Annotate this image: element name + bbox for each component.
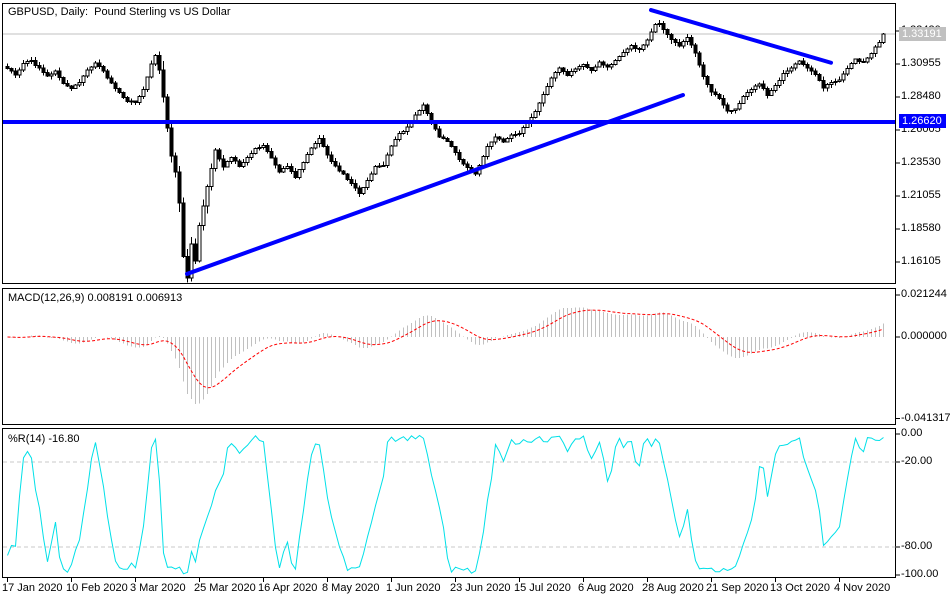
chart-title: GBPUSD, Daily: Pound Sterling vs US Doll… [8,6,231,18]
wpr-line [7,434,884,575]
price-tick-label: 1.28480 [901,90,941,102]
price-tick-label: 1.23530 [901,156,941,168]
time-tick-label: 13 Oct 2020 [770,582,830,594]
wpr-tick-label: -80.00 [901,539,933,552]
bid-price-tag: 1.33191 [899,27,946,41]
wpr-tick-label: -20.00 [901,455,933,468]
wpr-tick-label: 0.00 [901,427,923,439]
time-tick-label: 15 Jul 2020 [514,582,571,594]
price-tick-label: 1.21055 [901,189,941,201]
descending-resistance-trendline[interactable] [649,8,833,65]
time-tick-label: 25 Mar 2020 [194,582,256,594]
macd-tick-label: 0.021244 [901,288,947,300]
time-tick-label: 1 Jun 2020 [386,582,441,594]
macd-histogram [11,307,884,405]
main-chart-canvas[interactable] [2,3,901,284]
macd-tick-label: 0.000000 [901,330,947,342]
wpr-label: %R(14) -16.80 [8,433,80,445]
price-tick-label: 1.18580 [901,222,941,234]
time-tick-label: 28 Aug 2020 [642,582,704,594]
macd-signal-line [7,309,884,389]
price-tick-label: 1.16105 [901,255,941,267]
time-tick-label: 21 Sep 2020 [706,582,769,594]
time-tick-label: 6 Aug 2020 [578,582,634,594]
ascending-support-trendline[interactable] [185,93,685,276]
hline-price-tag: 1.26620 [899,114,946,128]
time-tick-label: 23 Jun 2020 [450,582,511,594]
time-tick-label: 3 Mar 2020 [130,582,186,594]
price-tick-label: 1.30955 [901,57,941,69]
candlestick-series [5,19,886,283]
wpr-tick-label: -100.00 [901,568,939,580]
time-tick-label: 10 Feb 2020 [66,582,128,594]
time-tick-label: 8 May 2020 [322,582,380,594]
time-tick-label: 4 Nov 2020 [834,582,891,594]
time-tick-label: 17 Jan 2020 [2,582,63,594]
macd-label: MACD(12,26,9) 0.008191 0.006913 [8,292,183,304]
wpr-panel-canvas[interactable] [2,428,901,583]
macd-panel-canvas[interactable] [2,288,901,425]
time-tick-label: 16 Apr 2020 [258,582,318,594]
macd-tick-label: -0.041317 [901,411,950,424]
